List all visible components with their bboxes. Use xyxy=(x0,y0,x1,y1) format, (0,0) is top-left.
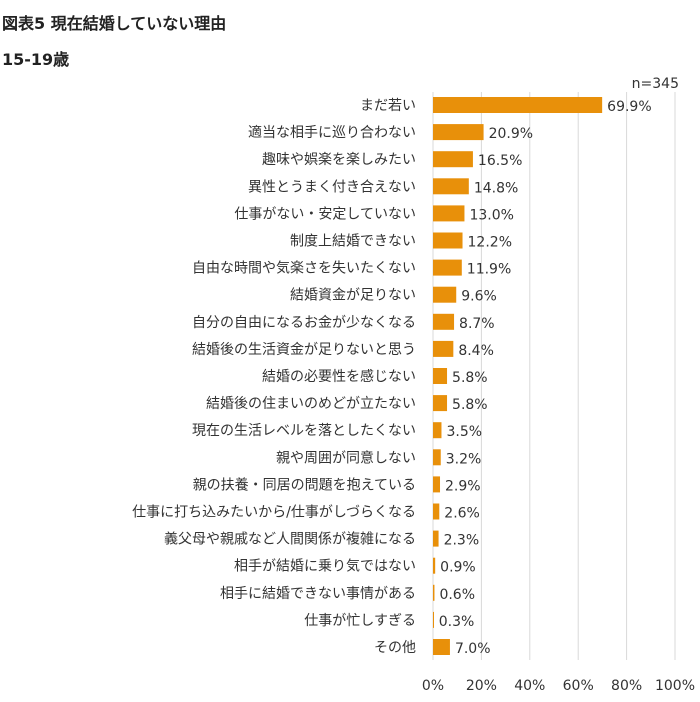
bar xyxy=(433,476,441,493)
bar xyxy=(433,313,455,330)
x-tick-label: 80% xyxy=(611,678,642,694)
category-label: 現在の生活レベルを落としたくない xyxy=(192,423,416,439)
category-label: 義父母や親戚など人間関係が複雑になる xyxy=(164,531,416,548)
category-label: 結婚後の生活資金が足りないと思う xyxy=(192,342,416,358)
category-label: 親や周囲が同意しない xyxy=(276,449,416,466)
bar xyxy=(433,584,435,601)
data-label: 9.6% xyxy=(461,289,497,305)
x-tick-label: 20% xyxy=(466,678,497,694)
data-label: 16.5% xyxy=(478,153,522,169)
category-label: 制度上結婚できない xyxy=(290,234,416,250)
data-label: 7.0% xyxy=(455,641,491,657)
category-label: 自由な時間や気楽さを失いたくない xyxy=(192,261,416,277)
data-label: 3.5% xyxy=(446,424,482,440)
bar xyxy=(433,611,434,628)
data-label: 2.6% xyxy=(444,506,480,522)
bar xyxy=(433,97,603,113)
data-label: 8.4% xyxy=(458,343,494,359)
data-label: 0.9% xyxy=(440,560,476,576)
bar xyxy=(433,368,448,384)
bar xyxy=(433,232,463,249)
data-label: 11.9% xyxy=(467,262,511,278)
category-label: 結婚資金が足りない xyxy=(290,288,416,304)
category-label: 結婚の必要性を感じない xyxy=(262,368,416,385)
data-label: 3.2% xyxy=(446,451,482,467)
data-label: 0.6% xyxy=(439,587,475,603)
category-label: 異性とうまく付き合えない xyxy=(248,179,416,195)
data-label: 69.9% xyxy=(607,99,651,115)
sample-size-note: n=345 xyxy=(632,76,679,92)
data-label: 5.8% xyxy=(452,397,488,413)
data-label: 0.3% xyxy=(439,614,475,630)
bar xyxy=(433,530,439,547)
bar xyxy=(433,340,454,357)
category-label: 趣味や娯楽を楽しみたい xyxy=(262,152,416,168)
bar xyxy=(433,395,448,412)
bar xyxy=(433,151,473,168)
data-label: 20.9% xyxy=(489,126,533,142)
category-label: 仕事がない・安定していない xyxy=(234,206,416,222)
data-label: 2.3% xyxy=(444,533,480,549)
category-label: 親の扶養・同居の問題を抱えている xyxy=(193,476,416,493)
x-tick-label: 100% xyxy=(655,678,695,694)
category-label: その他 xyxy=(374,640,416,656)
data-label: 5.8% xyxy=(452,370,488,386)
x-tick-label: 60% xyxy=(563,678,594,694)
data-label: 12.2% xyxy=(468,235,512,251)
category-label: 仕事が忙しすぎる xyxy=(304,613,416,629)
category-label: 相手が結婚に乗り気ではない xyxy=(234,559,416,575)
category-label: 相手に結婚できない事情がある xyxy=(220,586,416,602)
bar xyxy=(433,557,436,574)
data-label: 13.0% xyxy=(469,207,513,223)
data-label: 2.9% xyxy=(445,478,481,494)
bar xyxy=(433,124,484,141)
category-label: 自分の自由になるお金が少なくなる xyxy=(192,315,416,331)
bar xyxy=(433,205,465,222)
bar xyxy=(433,639,450,655)
bar xyxy=(433,422,442,439)
bar xyxy=(433,259,462,276)
bar xyxy=(433,178,469,195)
category-label: 仕事に打ち込みたいから/仕事がしづらくなる xyxy=(132,504,416,521)
data-label: 8.7% xyxy=(459,316,495,332)
x-tick-label: 0% xyxy=(422,678,444,694)
bar xyxy=(433,286,457,303)
data-label: 14.8% xyxy=(474,180,518,196)
x-tick-label: 40% xyxy=(514,678,545,694)
bar xyxy=(433,449,441,466)
chart-subtitle: 15-19歳 xyxy=(2,50,70,69)
category-label: 結婚後の住まいのめどが立たない xyxy=(206,396,416,412)
chart-title: 図表5 現在結婚していない理由 xyxy=(2,14,227,33)
bar xyxy=(433,503,440,520)
category-label: 適当な相手に巡り合わない xyxy=(248,124,416,141)
category-label: まだ若い xyxy=(360,98,416,114)
